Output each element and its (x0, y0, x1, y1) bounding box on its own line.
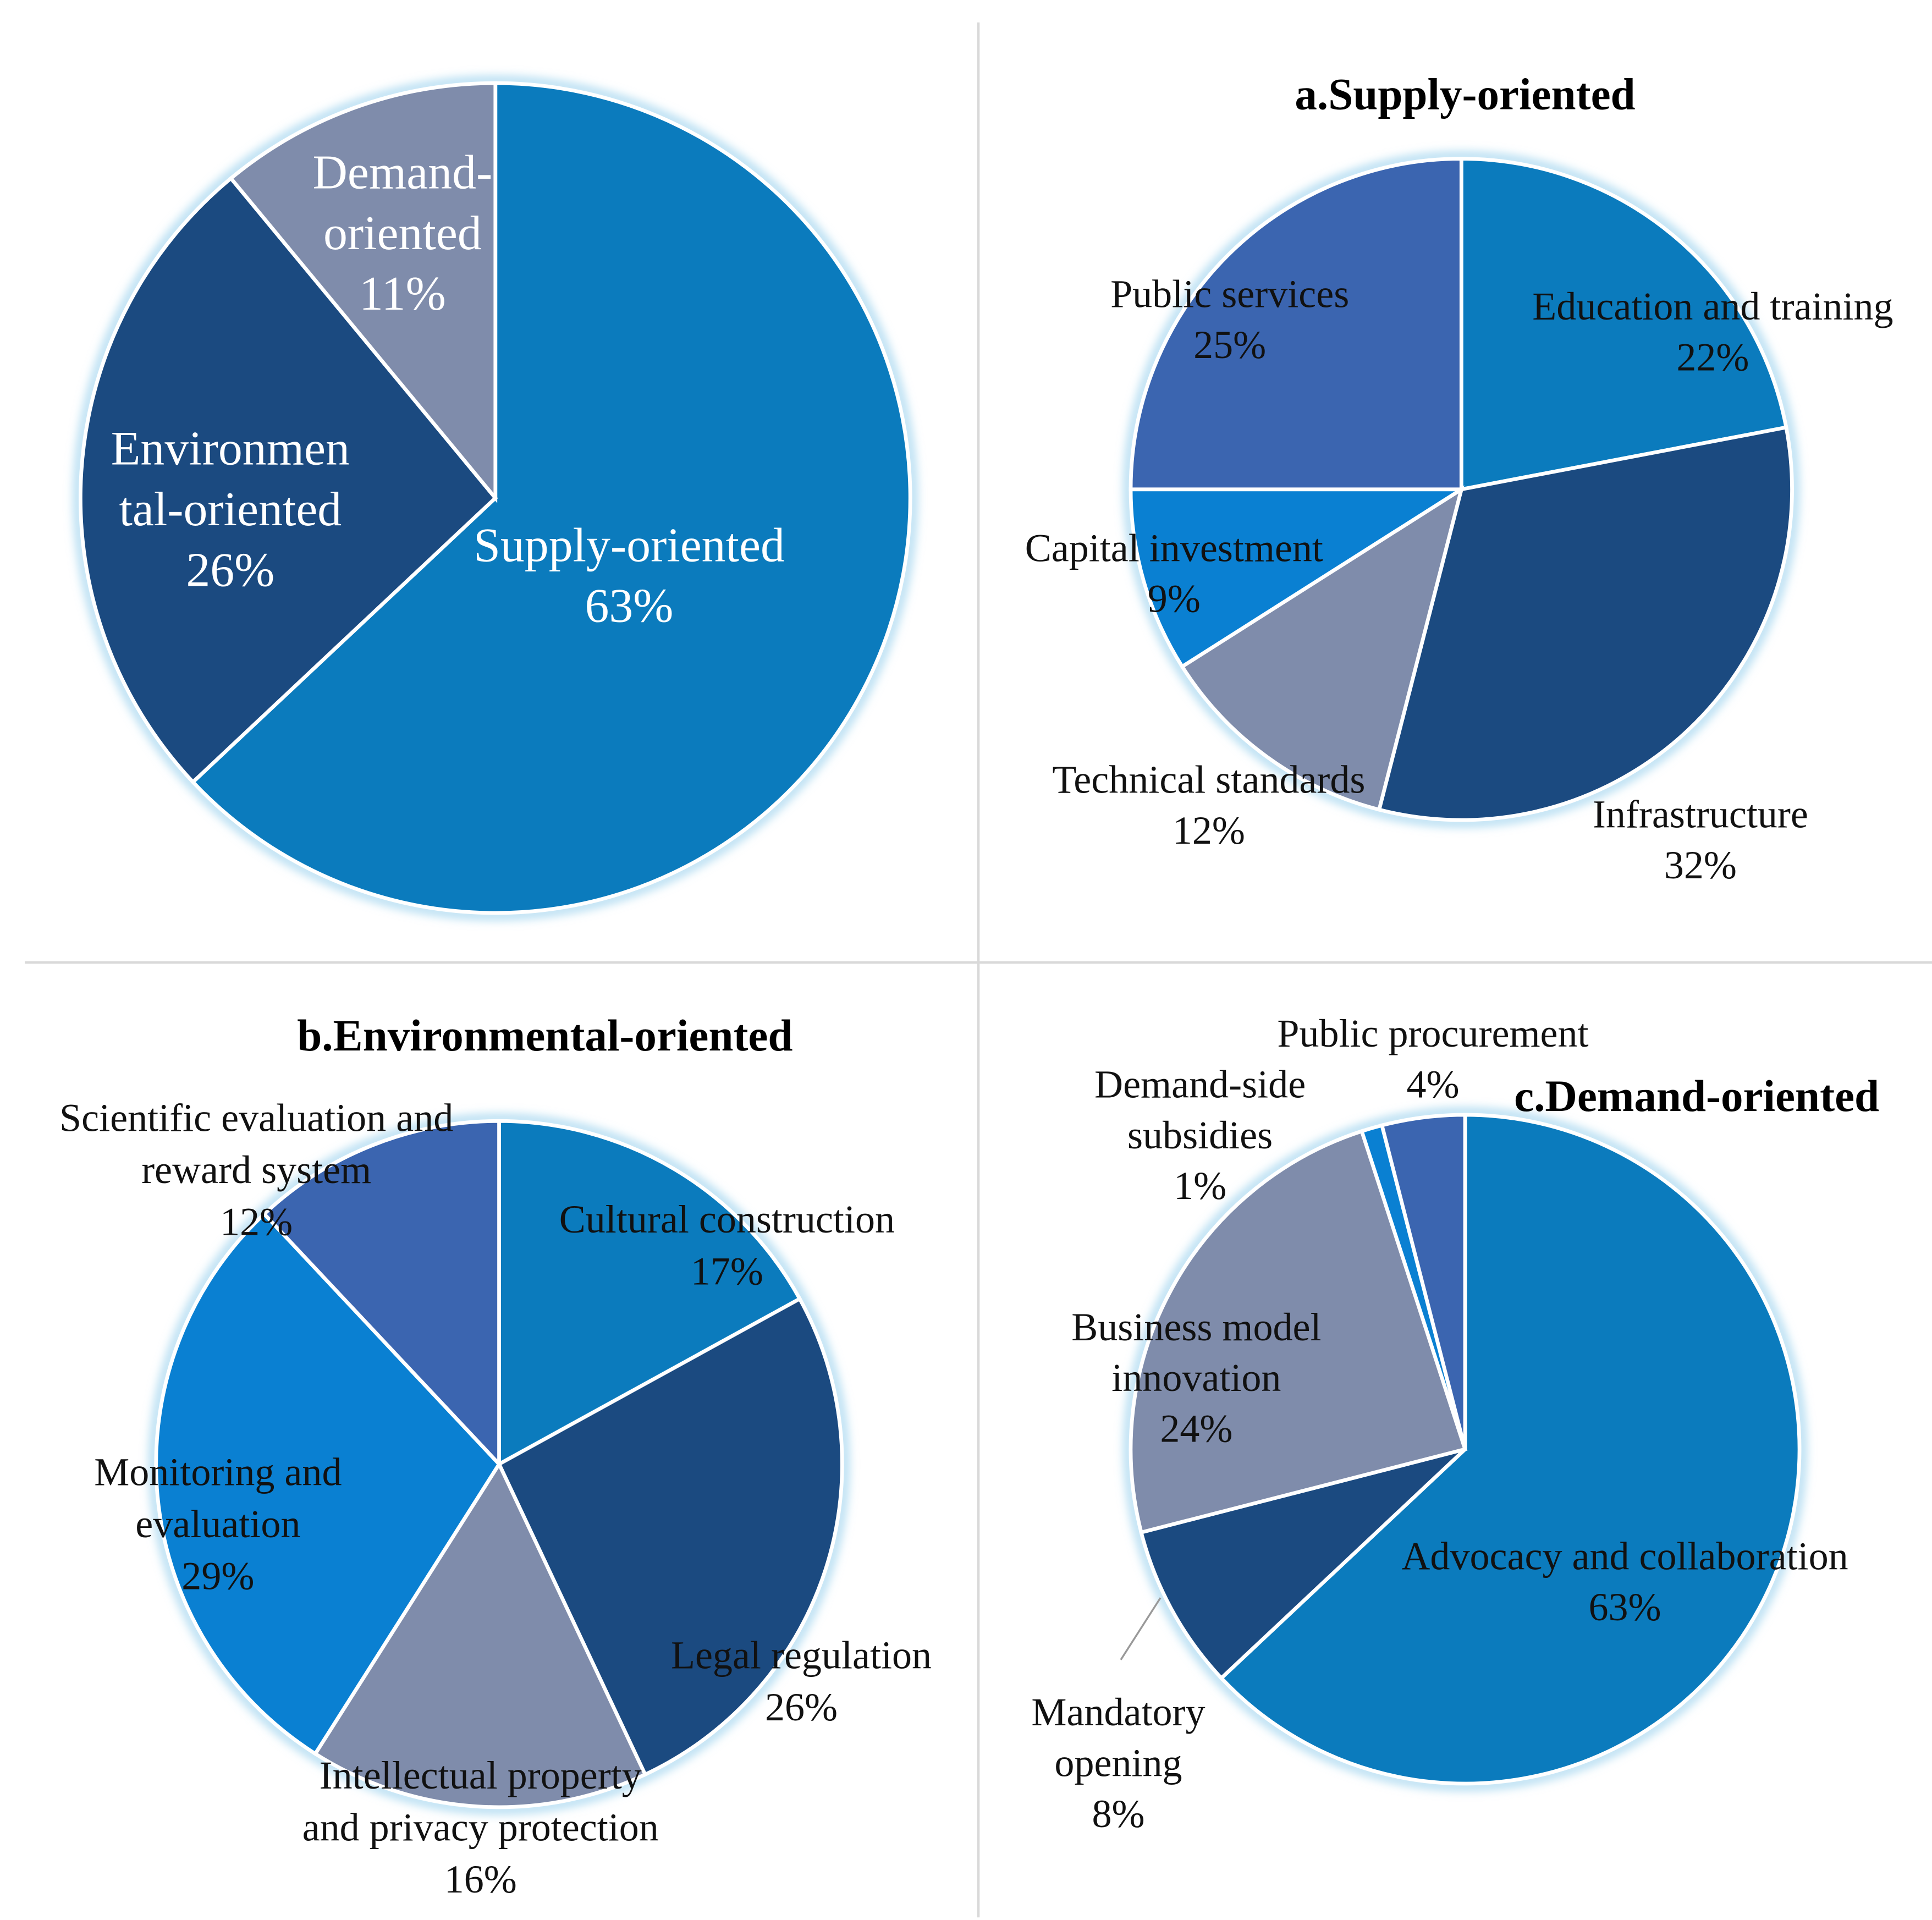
data-label-line: 1% (1174, 1164, 1226, 1208)
data-label-demand-oriented: Demand-oriented 11% (313, 146, 493, 321)
data-label-line: 29% (181, 1554, 254, 1598)
data-label-line: Business model (1071, 1305, 1321, 1349)
data-label-line: Capital investment (1025, 526, 1323, 570)
data-label-line: Public services (1110, 272, 1349, 316)
data-label-line: Education and training (1532, 284, 1893, 328)
data-label-line: Demand-side (1094, 1062, 1306, 1106)
data-label-line: subsidies (1127, 1113, 1273, 1157)
pie-slice-public-services (1129, 157, 1463, 492)
pie-slice-business-model-innovation (1129, 1129, 1468, 1535)
pie-slice-monitoring-and-evaluation (154, 1211, 502, 1757)
pie-glow (150, 1114, 849, 1814)
pie-chart-3: Cultural construction 17% Legal regulation… (59, 1011, 932, 1901)
pie-slice-scientific-evaluation-and-reward-system (261, 1119, 501, 1469)
data-label-line: Environmen (111, 422, 350, 475)
data-label-line: evaluation (135, 1502, 300, 1546)
pie-glow (74, 76, 917, 920)
pie-slice-advocacy-and-collaboration (1219, 1113, 1802, 1786)
data-label-line: 32% (1664, 843, 1737, 887)
pie-slice-cultural-construction (497, 1119, 802, 1467)
data-label-supply-oriented: Supply-oriented 63% (474, 518, 785, 632)
data-label-line: 16% (444, 1857, 517, 1901)
data-label-line: 17% (691, 1250, 763, 1294)
data-label-line: Cultural construction (559, 1197, 895, 1241)
data-label-line: reward system (141, 1148, 371, 1192)
data-label-scientific-evaluation-and-reward-system: Scientific evaluation and reward system 12… (59, 1096, 453, 1244)
data-label-capital-investment: Capital investment 9% (1025, 526, 1323, 620)
data-label-line: 11% (359, 267, 446, 320)
data-label-business-model-innovation: Business model innovation 24% (1071, 1305, 1321, 1451)
data-label-line: Infrastructure (1593, 793, 1808, 837)
data-label-line: Demand- (313, 146, 493, 199)
data-label-line: 9% (1148, 577, 1201, 621)
data-label-line: 12% (1173, 808, 1245, 852)
pie-slice-environmental-oriented (79, 175, 498, 785)
pie-slice-technical-standards (1179, 485, 1465, 812)
leader-line-mandatory-opening (1120, 1597, 1162, 1660)
data-label-line: 4% (1406, 1062, 1459, 1106)
data-label-line: 63% (1588, 1585, 1661, 1629)
pie-slice-intellectual-property-and-privacy-protection (312, 1460, 648, 1809)
chart-title: c.Demand-oriented (1514, 1071, 1879, 1121)
data-label-monitoring-and-evaluation: Monitoring and evaluation 29% (94, 1450, 342, 1598)
pie-slice-public-procurement (1379, 1113, 1467, 1450)
data-label-intellectual-property-and-privacy-protection: Intellectual property and privacy protect… (302, 1753, 659, 1901)
pie-slice-demand-oriented (228, 81, 498, 503)
data-label-line: Public procurement (1277, 1011, 1588, 1055)
chart-title: a.Supply-oriented (1295, 69, 1635, 119)
data-label-cultural-construction: Cultural construction 17% (559, 1197, 895, 1294)
data-label-infrastructure: Infrastructure 32% (1593, 793, 1808, 887)
pie-slice-education-and-training (1459, 157, 1788, 492)
pie-chart-1: Supply-oriented 63% Environmen tal-oriented… (74, 76, 917, 920)
data-label-line: oriented (323, 206, 482, 260)
data-label-line: 8% (1092, 1792, 1144, 1836)
data-label-line: Advocacy and collaboration (1401, 1534, 1848, 1578)
data-label-line: tal-oriented (119, 482, 342, 536)
data-label-line: 25% (1193, 323, 1266, 367)
data-label-advocacy-and-collaboration: Advocacy and collaboration 63% (1401, 1534, 1848, 1629)
data-label-legal-regulation: Legal regulation 26% (671, 1633, 932, 1730)
data-label-line: Mandatory (1031, 1690, 1205, 1734)
pie-slice-capital-investment (1129, 487, 1468, 669)
data-label-line: 63% (585, 579, 673, 632)
data-label-line: opening (1054, 1741, 1182, 1785)
data-label-line: 24% (1160, 1406, 1232, 1450)
data-label-mandatory-opening: Mandatory opening 8% (1031, 1690, 1205, 1836)
data-label-line: Technical standards (1052, 757, 1365, 801)
data-label-line: Scientific evaluation and (59, 1096, 453, 1140)
data-label-education-and-training: Education and training 22% (1532, 284, 1893, 379)
pie-glow (1124, 152, 1798, 827)
data-label-public-services: Public services 25% (1110, 272, 1349, 367)
pie-chart-4: Advocacy and collaboration 63% Mandatory op… (1031, 1011, 1879, 1836)
data-label-line: 22% (1676, 335, 1749, 379)
pie-slice-supply-oriented (190, 81, 912, 915)
data-label-line: 26% (186, 543, 274, 596)
data-label-public-procurement: Public procurement 4% (1277, 1011, 1588, 1106)
data-label-line: 26% (765, 1685, 838, 1729)
pie-slice-infrastructure (1377, 425, 1794, 822)
data-label-line: Supply-oriented (474, 518, 785, 571)
data-label-environmental-oriented: Environmen tal-oriented 26% (111, 422, 350, 597)
pie-glow (1124, 1108, 1806, 1790)
pie-chart-2: Education and training 22% Infrastructure 3… (1025, 69, 1894, 887)
data-label-line: Intellectual property (320, 1753, 642, 1797)
data-label-line: Legal regulation (671, 1633, 932, 1677)
data-label-line: 12% (220, 1200, 293, 1244)
data-label-technical-standards: Technical standards 12% (1052, 757, 1365, 852)
pie-slice-legal-regulation (497, 1296, 844, 1777)
chart-title: b.Environmental-oriented (297, 1011, 792, 1060)
pie-slice-mandatory-opening (1138, 1447, 1467, 1681)
data-label-line: and privacy protection (302, 1806, 659, 1850)
data-label-demand-side-subsidies: Demand-side subsidies 1% (1094, 1062, 1306, 1208)
data-label-line: innovation (1111, 1356, 1281, 1400)
data-label-line: Monitoring and (94, 1450, 342, 1494)
